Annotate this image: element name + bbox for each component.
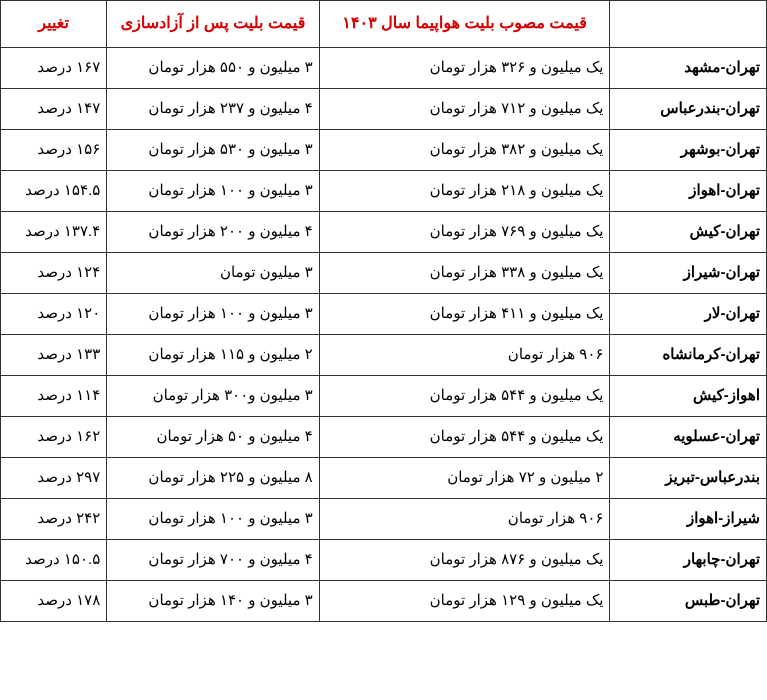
table-header-row: قیمت مصوب بلیت هواپیما سال ۱۴۰۳ قیمت بلی… [1,1,767,48]
approved-price-cell: یک میلیون و ۳۲۶ هزار تومان [319,47,610,88]
route-cell: تهران-بوشهر [610,129,767,170]
change-cell: ۱۳۷.۴ درصد [1,211,107,252]
after-price-cell: ۴ میلیون و ۷۰۰ هزار تومان [107,539,319,580]
change-cell: ۱۵۰.۵ درصد [1,539,107,580]
approved-price-cell: ۹۰۶ هزار تومان [319,498,610,539]
change-cell: ۱۶۲ درصد [1,416,107,457]
route-cell: تهران-شیراز [610,252,767,293]
change-cell: ۱۵۴.۵ درصد [1,170,107,211]
approved-price-cell: یک میلیون و ۴۱۱ هزار تومان [319,293,610,334]
after-price-cell: ۳ میلیون و ۵۵۰ هزار تومان [107,47,319,88]
route-cell: بندرعباس-تبریز [610,457,767,498]
after-price-cell: ۸ میلیون و ۲۲۵ هزار تومان [107,457,319,498]
after-price-cell: ۳ میلیون و ۱۴۰ هزار تومان [107,580,319,621]
flight-price-table: قیمت مصوب بلیت هواپیما سال ۱۴۰۳ قیمت بلی… [0,0,767,622]
table-row: اهواز-کیشیک میلیون و ۵۴۴ هزار تومان۳ میل… [1,375,767,416]
header-route [610,1,767,48]
header-after-price: قیمت بلیت پس از آزادسازی [107,1,319,48]
route-cell: تهران-عسلویه [610,416,767,457]
change-cell: ۱۶۷ درصد [1,47,107,88]
table-row: تهران-شیرازیک میلیون و ۳۳۸ هزار تومان۳ م… [1,252,767,293]
route-cell: اهواز-کیش [610,375,767,416]
change-cell: ۲۴۲ درصد [1,498,107,539]
table-row: تهران-اهوازیک میلیون و ۲۱۸ هزار تومان۳ م… [1,170,767,211]
route-cell: تهران-لار [610,293,767,334]
approved-price-cell: یک میلیون و ۳۸۲ هزار تومان [319,129,610,170]
route-cell: تهران-چابهار [610,539,767,580]
change-cell: ۱۵۶ درصد [1,129,107,170]
approved-price-cell: یک میلیون و ۳۳۸ هزار تومان [319,252,610,293]
route-cell: تهران-طبس [610,580,767,621]
table-row: تهران-طبسیک میلیون و ۱۲۹ هزار تومان۳ میل… [1,580,767,621]
table-row: تهران-عسلویهیک میلیون و ۵۴۴ هزار تومان۴ … [1,416,767,457]
after-price-cell: ۴ میلیون و ۲۳۷ هزار تومان [107,88,319,129]
approved-price-cell: یک میلیون و ۲۱۸ هزار تومان [319,170,610,211]
after-price-cell: ۴ میلیون و ۲۰۰ هزار تومان [107,211,319,252]
change-cell: ۱۳۳ درصد [1,334,107,375]
approved-price-cell: ۹۰۶ هزار تومان [319,334,610,375]
approved-price-cell: یک میلیون و ۱۲۹ هزار تومان [319,580,610,621]
after-price-cell: ۳ میلیون و ۱۰۰ هزار تومان [107,498,319,539]
table-row: تهران-کیشیک میلیون و ۷۶۹ هزار تومان۴ میل… [1,211,767,252]
table-row: تهران-مشهدیک میلیون و ۳۲۶ هزار تومان۳ می… [1,47,767,88]
change-cell: ۲۹۷ درصد [1,457,107,498]
change-cell: ۱۷۸ درصد [1,580,107,621]
table-row: تهران-چابهاریک میلیون و ۸۷۶ هزار تومان۴ … [1,539,767,580]
after-price-cell: ۳ میلیون تومان [107,252,319,293]
route-cell: شیراز-اهواز [610,498,767,539]
approved-price-cell: یک میلیون و ۷۶۹ هزار تومان [319,211,610,252]
change-cell: ۱۱۴ درصد [1,375,107,416]
after-price-cell: ۴ میلیون و ۵۰ هزار تومان [107,416,319,457]
after-price-cell: ۳ میلیون و ۱۰۰ هزار تومان [107,293,319,334]
approved-price-cell: یک میلیون و ۸۷۶ هزار تومان [319,539,610,580]
table-row: تهران-بندرعباسیک میلیون و ۷۱۲ هزار تومان… [1,88,767,129]
route-cell: تهران-بندرعباس [610,88,767,129]
after-price-cell: ۳ میلیون و۳۰۰ هزار تومان [107,375,319,416]
route-cell: تهران-مشهد [610,47,767,88]
approved-price-cell: ۲ میلیون و ۷۲ هزار تومان [319,457,610,498]
table-row: تهران-بوشهریک میلیون و ۳۸۲ هزار تومان۳ م… [1,129,767,170]
header-change: تغییر [1,1,107,48]
route-cell: تهران-کیش [610,211,767,252]
header-approved-price: قیمت مصوب بلیت هواپیما سال ۱۴۰۳ [319,1,610,48]
table-row: تهران-لاریک میلیون و ۴۱۱ هزار تومان۳ میل… [1,293,767,334]
table-row: شیراز-اهواز۹۰۶ هزار تومان۳ میلیون و ۱۰۰ … [1,498,767,539]
after-price-cell: ۳ میلیون و ۵۳۰ هزار تومان [107,129,319,170]
after-price-cell: ۳ میلیون و ۱۰۰ هزار تومان [107,170,319,211]
route-cell: تهران-اهواز [610,170,767,211]
approved-price-cell: یک میلیون و ۵۴۴ هزار تومان [319,416,610,457]
change-cell: ۱۲۰ درصد [1,293,107,334]
route-cell: تهران-کرمانشاه [610,334,767,375]
table-row: تهران-کرمانشاه۹۰۶ هزار تومان۲ میلیون و ۱… [1,334,767,375]
change-cell: ۱۴۷ درصد [1,88,107,129]
approved-price-cell: یک میلیون و ۷۱۲ هزار تومان [319,88,610,129]
approved-price-cell: یک میلیون و ۵۴۴ هزار تومان [319,375,610,416]
after-price-cell: ۲ میلیون و ۱۱۵ هزار تومان [107,334,319,375]
table-row: بندرعباس-تبریز۲ میلیون و ۷۲ هزار تومان۸ … [1,457,767,498]
change-cell: ۱۲۴ درصد [1,252,107,293]
